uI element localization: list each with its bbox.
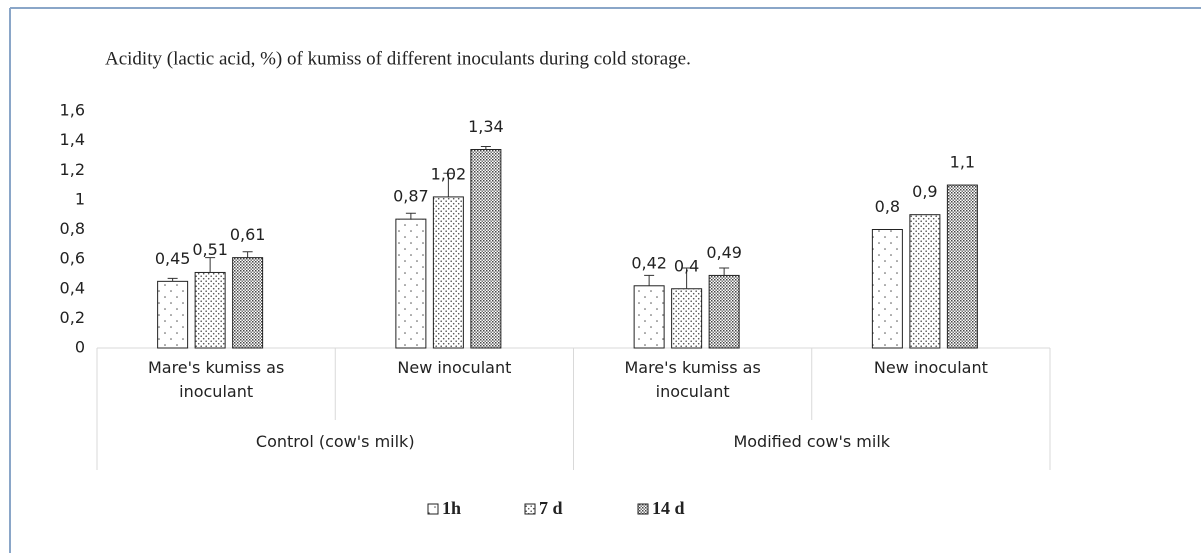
legend-label: 7 d — [539, 498, 563, 518]
data-label: 0,45 — [155, 249, 191, 268]
data-label: 0,51 — [192, 240, 228, 259]
error-bar — [405, 212, 416, 220]
legend-label: 14 d — [652, 498, 685, 518]
group-label: Control (cow's milk) — [255, 432, 415, 451]
y-tick-label: 1,6 — [60, 101, 85, 120]
x-tick-label: New inoculant — [397, 358, 512, 377]
error-bar — [443, 172, 454, 197]
x-tick-label: New inoculant — [873, 358, 988, 377]
y-tick-label: 1 — [75, 189, 85, 208]
data-label: 1,1 — [950, 153, 975, 172]
x-tick-label: Mare's kumiss as inoculant — [147, 358, 285, 401]
y-tick-label: 0,8 — [60, 219, 85, 238]
data-label: 0,4 — [674, 256, 699, 275]
group-label: Modified cow's milk — [733, 432, 891, 451]
legend-label: 1h — [442, 498, 461, 518]
data-label: 1,02 — [431, 164, 467, 183]
y-tick-label: 0,6 — [60, 249, 85, 268]
bar — [232, 257, 264, 349]
bar — [946, 184, 978, 349]
bar — [871, 229, 903, 349]
error-bar — [205, 257, 216, 273]
error-bar — [167, 277, 178, 282]
y-tick-label: 0 — [75, 338, 85, 357]
bar — [909, 214, 941, 349]
data-label: 0,42 — [631, 253, 667, 272]
legend-swatch — [637, 503, 649, 515]
data-label: 0,9 — [912, 182, 937, 201]
data-label: 0,8 — [875, 197, 900, 216]
data-label: 0,61 — [230, 225, 266, 244]
error-bar — [480, 146, 491, 150]
bar — [194, 271, 226, 349]
error-bar — [719, 267, 730, 276]
data-label: 0,49 — [706, 243, 742, 262]
bar — [432, 196, 464, 349]
error-bar — [242, 251, 253, 258]
y-tick-label: 0,2 — [60, 308, 85, 327]
bar — [708, 274, 740, 349]
y-tick-label: 1,2 — [60, 160, 85, 179]
y-tick-label: 1,4 — [60, 130, 85, 149]
x-tick-label: Mare's kumiss as inoculant — [624, 358, 761, 401]
bar — [671, 288, 703, 349]
chart-title: Acidity (lactic acid, %) of kumiss of di… — [105, 48, 691, 69]
error-bar — [644, 274, 655, 286]
bar — [633, 285, 665, 349]
data-label: 1,34 — [468, 117, 504, 136]
bar — [395, 218, 427, 349]
bar — [470, 149, 502, 349]
legend-swatch — [427, 503, 439, 515]
legend-swatch — [524, 503, 536, 515]
y-tick-label: 0,4 — [60, 278, 85, 297]
data-label: 0,87 — [393, 187, 429, 206]
bar — [157, 280, 189, 349]
error-bar — [681, 267, 692, 289]
